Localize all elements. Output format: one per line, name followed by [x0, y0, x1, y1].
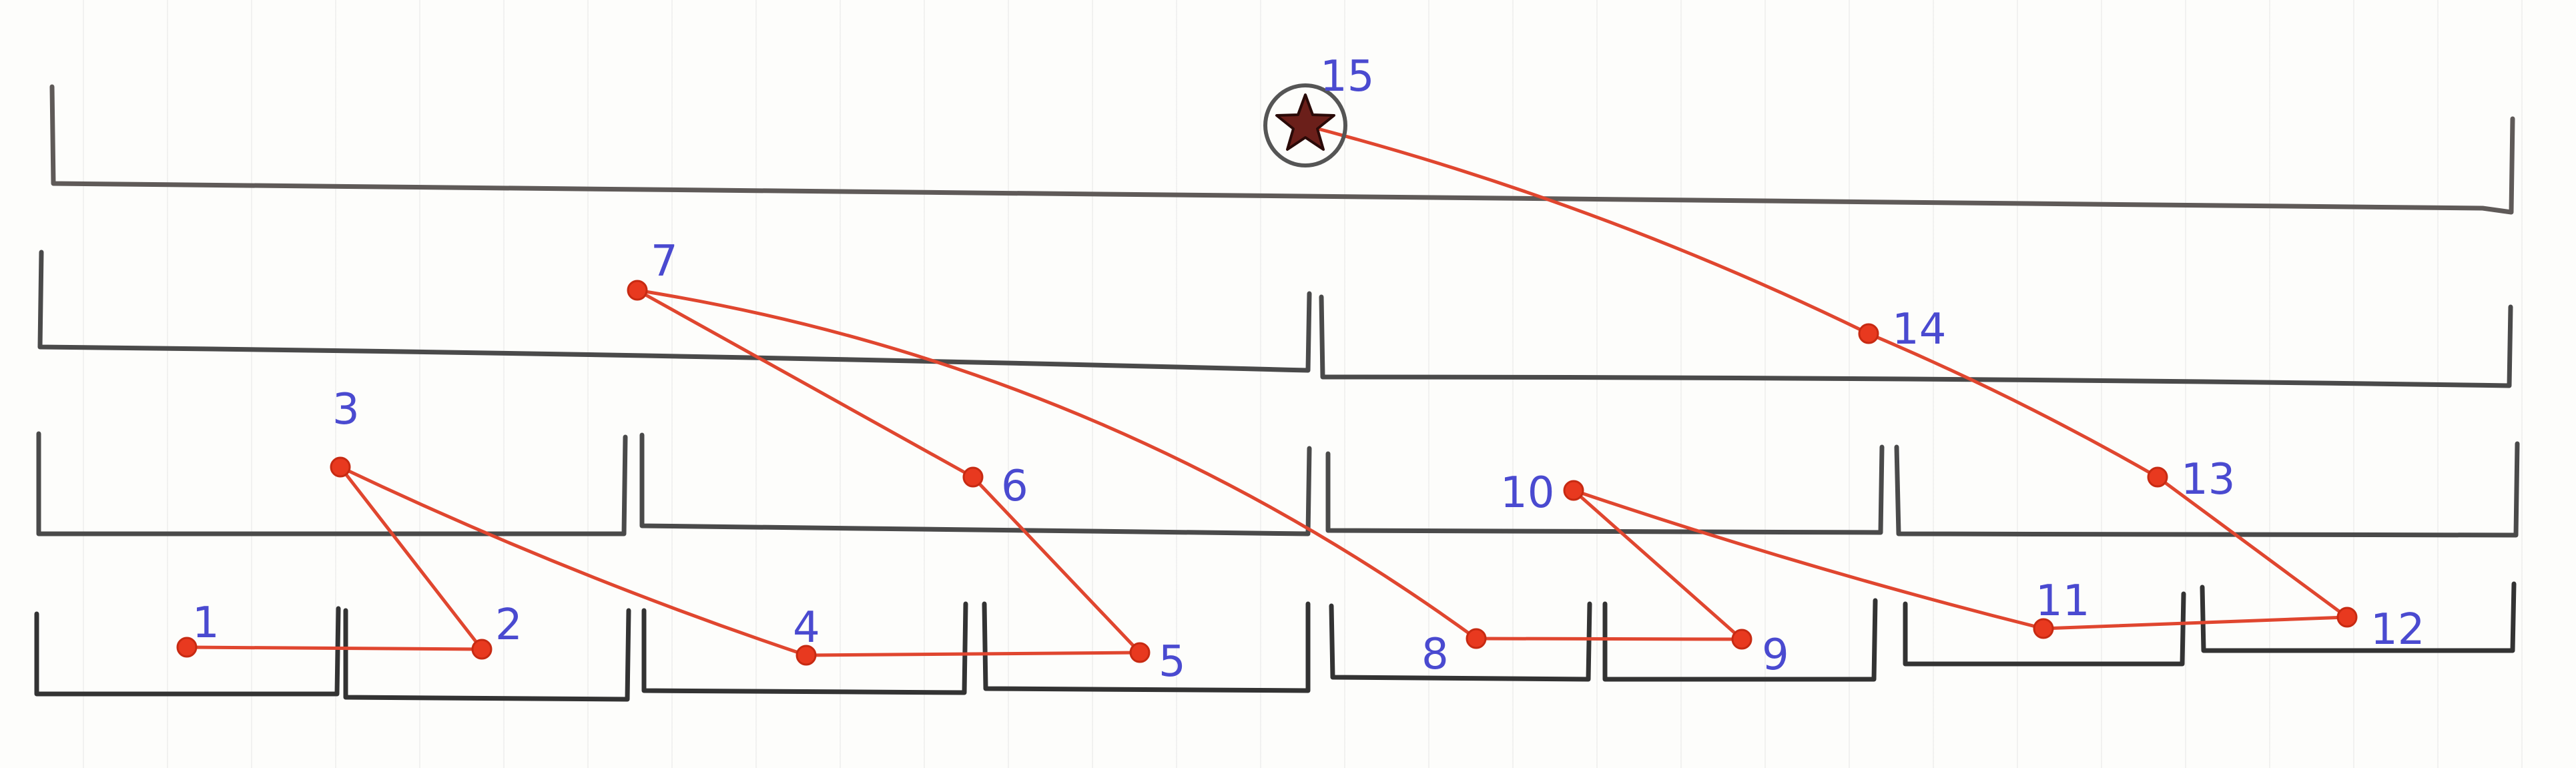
node-3-label: 3: [332, 385, 360, 434]
bracket-quarter-3: [1325, 444, 1885, 535]
bracket-round1-6: [1602, 598, 1878, 682]
edge-5-6: [971, 475, 1142, 655]
node-5-dot: [1129, 642, 1151, 663]
bracket-quarter-4: [1894, 441, 2520, 538]
node-8-dot: [1466, 628, 1487, 649]
bracket-round1-8: [2200, 581, 2517, 653]
node-15-label: 15: [1320, 52, 1374, 101]
star-icon: [1275, 93, 1335, 151]
node-3-dot: [330, 456, 351, 478]
node-1-label: 1: [192, 599, 220, 648]
edge-7-8: [635, 288, 1478, 641]
edge-10-11: [1572, 488, 2045, 631]
bracket-semifinal-left: [37, 250, 1312, 373]
bracket-round1-5: [1329, 601, 1592, 682]
edge-2-3: [338, 465, 484, 651]
bracket-round1-3: [641, 601, 968, 695]
bracket-structure: [34, 84, 2520, 702]
edge-12-13: [2156, 475, 2349, 619]
node-9-dot: [1731, 629, 1752, 650]
node-5-label: 5: [1159, 637, 1186, 687]
node-8-label: 8: [1421, 630, 1449, 679]
node-2-dot: [471, 639, 493, 660]
node-14-dot: [1858, 323, 1879, 344]
bracket-quarter-2: [639, 432, 1312, 536]
node-13-label: 13: [2181, 455, 2235, 504]
node-4-dot: [795, 645, 817, 666]
path-lines: [185, 123, 2349, 657]
node-9-label: 9: [1762, 631, 1789, 680]
node-14-label: 14: [1892, 305, 1946, 354]
bracket-round1-1: [34, 606, 341, 697]
edge-3-4: [338, 465, 808, 657]
bracket-round1-4: [982, 601, 1311, 693]
edge-11-12: [2041, 615, 2349, 631]
edge-6-7: [635, 288, 975, 479]
node-6-dot: [962, 466, 984, 488]
bracket-round1-2: [343, 608, 631, 702]
edge-13-14: [1867, 332, 2160, 479]
edge-1-2: [185, 645, 484, 651]
node-11-dot: [2033, 618, 2054, 639]
bracket-semifinal-right: [1319, 294, 2513, 388]
goal-circle: [1263, 83, 1347, 167]
node-11-label: 11: [2035, 577, 2089, 626]
node-6-label: 6: [1001, 462, 1028, 511]
bracket-quarter-1: [36, 431, 628, 536]
bracket-final: [49, 84, 2515, 215]
node-7-label: 7: [651, 237, 678, 286]
node-12-label: 12: [2370, 605, 2425, 655]
node-10-dot: [1563, 480, 1584, 501]
bracket-round1-7: [1903, 591, 2186, 667]
node-1-dot: [176, 637, 198, 658]
node-10-label: 10: [1500, 468, 1554, 518]
edge-4-5: [804, 651, 1142, 657]
node-13-dot: [2147, 466, 2168, 488]
node-2-label: 2: [495, 601, 523, 650]
goal-marker: [1263, 83, 1347, 167]
node-7-dot: [627, 280, 648, 301]
path-nodes: [176, 280, 2358, 666]
edge-9-10: [1572, 488, 1744, 641]
edge-14-15: [1303, 123, 1871, 336]
node-4-label: 4: [793, 603, 820, 653]
node-12-dot: [2336, 607, 2358, 628]
